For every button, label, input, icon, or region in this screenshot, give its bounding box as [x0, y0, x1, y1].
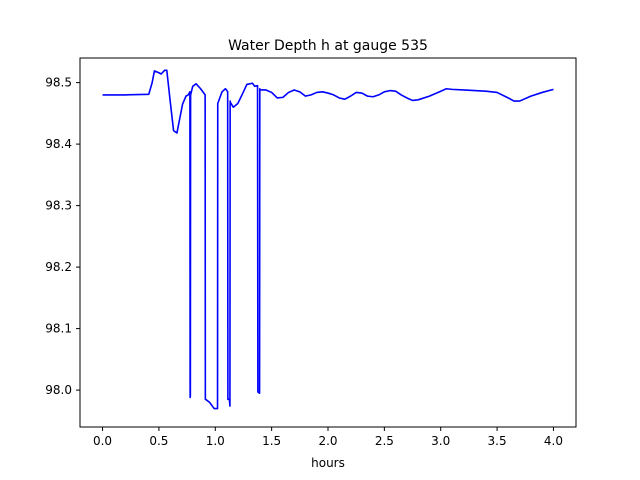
y-tick-label: 98.4 [45, 137, 72, 151]
y-axis: 98.0 98.1 98.2 98.3 98.4 98.5 [45, 76, 80, 397]
x-tick-label: 2.5 [375, 434, 394, 448]
x-tick-label: 4.0 [544, 434, 563, 448]
y-tick-label: 98.1 [45, 322, 72, 336]
chart-title: Water Depth h at gauge 535 [228, 38, 428, 54]
x-tick-label: 0.0 [93, 434, 112, 448]
x-axis-label: hours [311, 456, 345, 470]
y-tick-label: 98.2 [45, 260, 72, 274]
x-axis: 0.0 0.5 1.0 1.5 2.0 2.5 3.0 3.5 4.0 [93, 427, 563, 448]
x-tick-label: 3.0 [431, 434, 450, 448]
x-tick-label: 0.5 [149, 434, 168, 448]
x-tick-label: 1.0 [206, 434, 225, 448]
y-tick-label: 98.5 [45, 76, 72, 90]
x-tick-label: 2.0 [318, 434, 337, 448]
y-tick-label: 98.0 [45, 383, 72, 397]
x-tick-label: 3.5 [488, 434, 507, 448]
x-tick-label: 1.5 [262, 434, 281, 448]
series-line [102, 69, 554, 410]
y-tick-label: 98.3 [45, 199, 72, 213]
